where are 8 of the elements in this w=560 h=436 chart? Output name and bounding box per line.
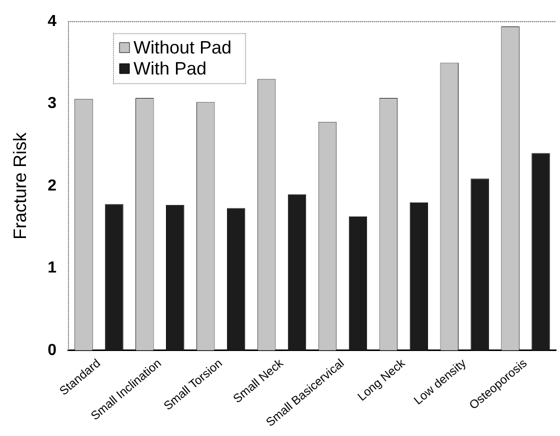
- y-tick-label: 3: [48, 95, 57, 112]
- legend-label: Without Pad: [134, 38, 232, 58]
- y-axis-title: Fracture Risk: [10, 131, 30, 240]
- legend-label: With Pad: [134, 58, 207, 79]
- y-tick-label: 4: [48, 13, 57, 30]
- y-tick-label: 2: [48, 177, 57, 194]
- y-tick-label: 1: [48, 260, 57, 277]
- y-tick-label: 0: [48, 342, 57, 359]
